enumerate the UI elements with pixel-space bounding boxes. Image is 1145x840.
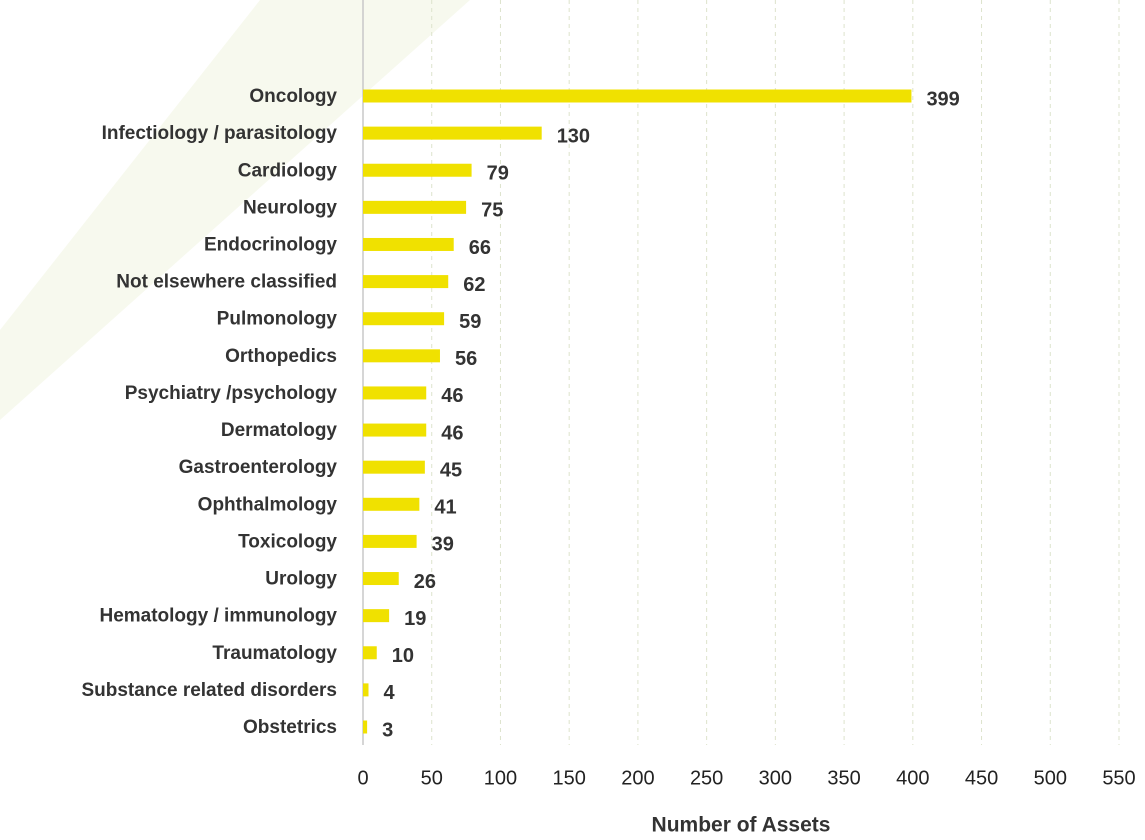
bar — [363, 609, 390, 623]
x-tick-label: 500 — [1034, 767, 1067, 789]
data-label: 19 — [404, 608, 426, 630]
y-tick-label: Endocrinology — [204, 234, 337, 255]
bar — [363, 572, 399, 586]
bar — [363, 200, 467, 214]
y-tick-label: Urology — [265, 569, 337, 590]
bar — [363, 89, 912, 103]
bar — [363, 237, 454, 251]
data-label: 62 — [463, 274, 485, 296]
data-label: 399 — [926, 88, 959, 110]
y-tick-label: Gastroenterology — [179, 457, 338, 478]
data-label: 46 — [441, 422, 463, 444]
x-tick-label: 0 — [357, 767, 368, 789]
bar — [363, 312, 445, 326]
data-label: 75 — [481, 200, 503, 222]
bar — [363, 126, 542, 140]
y-tick-label: Cardiology — [238, 160, 338, 181]
y-tick-label: Traumatology — [212, 643, 337, 664]
bar — [363, 163, 472, 177]
data-label: 41 — [434, 497, 456, 519]
x-tick-label: 150 — [552, 767, 585, 789]
background-decoration — [0, 0, 470, 420]
data-label: 130 — [557, 125, 590, 147]
data-label: 45 — [440, 459, 462, 481]
data-label: 56 — [455, 348, 477, 370]
bar — [363, 386, 427, 400]
x-tick-label: 100 — [484, 767, 517, 789]
data-label: 66 — [469, 237, 491, 259]
y-tick-label: Hematology / immunology — [99, 606, 337, 627]
data-label: 10 — [392, 645, 414, 667]
data-label: 4 — [383, 682, 395, 704]
bar — [363, 349, 440, 363]
x-tick-label: 300 — [759, 767, 792, 789]
bar — [363, 534, 417, 548]
y-tick-label: Orthopedics — [225, 346, 337, 367]
data-label: 79 — [487, 163, 509, 185]
y-tick-label: Not elsewhere classified — [116, 272, 337, 293]
y-tick-label: Substance related disorders — [81, 680, 337, 701]
bar — [363, 683, 369, 697]
x-tick-label: 200 — [621, 767, 654, 789]
y-tick-label: Ophthalmology — [198, 494, 338, 515]
x-tick-label: 550 — [1102, 767, 1135, 789]
bar — [363, 275, 449, 289]
data-label: 26 — [414, 571, 436, 593]
bar — [363, 460, 425, 474]
x-tick-label: 250 — [690, 767, 723, 789]
data-label: 59 — [459, 311, 481, 333]
bar — [363, 497, 420, 511]
x-axis-title: Number of Assets — [652, 814, 831, 837]
x-tick-label: 50 — [421, 767, 443, 789]
y-tick-label: Toxicology — [238, 531, 337, 552]
y-tick-label: Neurology — [243, 197, 337, 218]
y-tick-label: Infectiology / parasitology — [102, 123, 338, 144]
bar — [363, 423, 427, 437]
x-tick-label: 400 — [896, 767, 929, 789]
bar — [363, 646, 377, 660]
bar — [363, 720, 368, 734]
y-tick-label: Dermatology — [221, 420, 338, 441]
x-tick-label: 350 — [827, 767, 860, 789]
y-tick-label: Pulmonology — [217, 309, 338, 330]
data-label: 3 — [382, 719, 393, 741]
y-tick-label: Obstetrics — [243, 717, 337, 738]
x-tick-label: 450 — [965, 767, 998, 789]
y-tick-label: Psychiatry /psychology — [125, 383, 338, 404]
data-label: 39 — [432, 534, 454, 556]
y-tick-label: Oncology — [249, 86, 337, 107]
data-label: 46 — [441, 385, 463, 407]
